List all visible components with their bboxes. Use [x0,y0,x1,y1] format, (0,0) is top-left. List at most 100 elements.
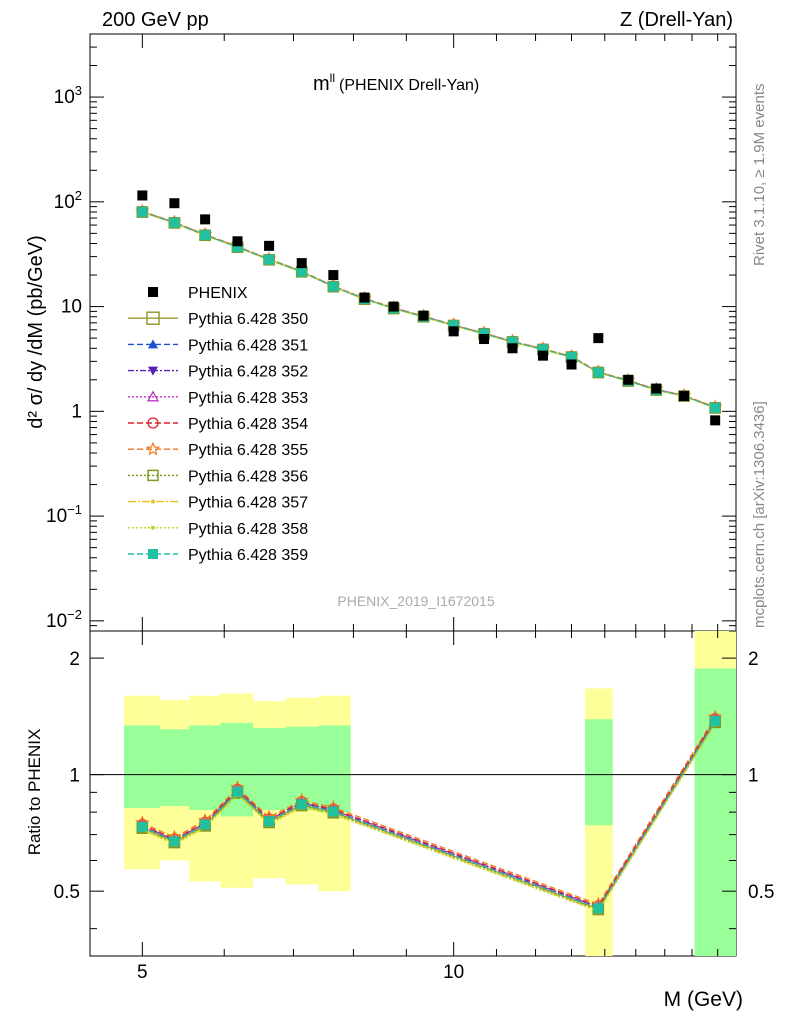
data-point [623,374,634,385]
phenix-data-points [137,190,721,426]
data-point [651,383,662,394]
data-point [388,301,399,312]
legend-marker [146,390,160,402]
x-axis-label: M (GeV) [664,988,743,1011]
ratio-point [264,816,275,827]
ratio-y-tick-label-right: 1 [748,766,759,787]
legend-marker [148,549,158,559]
ratio-y-tick-label: 0.5 [54,882,80,903]
legend-label: Pythia 6.428 352 [188,364,308,381]
axis-ticks [90,33,736,956]
mc-point [479,328,490,339]
data-point [448,326,459,337]
mcplots-note: mcplots.cern.ch [arXiv:1306.3436] [751,401,768,628]
y-tick-label: 1 [71,401,82,422]
data-point [200,214,211,225]
header-left: 200 GeV pp [102,9,209,31]
data-point [710,415,721,426]
plot-title: mll (PHENIX Drell-Yan) [313,71,479,95]
data-point [566,359,577,370]
data-point [264,240,275,251]
data-point [137,190,148,201]
y-tick-label: 102 [54,188,82,213]
ratio-point [232,786,243,797]
mc-point [448,320,459,331]
ratio-y-axis-label: Ratio to PHENIX [25,729,44,856]
ratio-point [200,819,211,830]
ratio-line [142,719,716,908]
mc-point [710,402,721,413]
mc-point [264,254,275,265]
ratio-point [137,821,148,832]
legend-label: Pythia 6.428 356 [188,468,308,485]
legend-marker [148,287,158,297]
ratio-line [142,716,716,905]
legend-label: Pythia 6.428 355 [188,442,308,459]
x-tick-label: 5 [137,962,148,983]
mc-point [328,281,339,292]
ratio-line [142,718,716,907]
mc-point [200,230,211,241]
legend-marker [147,469,159,482]
y-axis-label: d² σ/ dy /dM (pb/GeV) [25,235,47,429]
data-point [678,391,689,402]
header-right: Z (Drell-Yan) [620,9,733,31]
data-point [328,270,339,281]
data-point [593,333,604,344]
ratio-point [296,799,307,810]
rivet-note: Rivet 3.1.10, ≥ 1.9M events [751,84,768,267]
legend-label: Pythia 6.428 353 [188,390,308,407]
analysis-watermark: PHENIX_2019_I1672015 [337,593,494,609]
ratio-y-tick-label-right: 0.5 [748,882,774,903]
data-point [418,310,429,321]
legend-label: PHENIX [188,285,248,302]
mc-point [593,367,604,378]
green-band [318,725,351,813]
mc-point [232,241,243,252]
mc-point [507,336,518,347]
mc-point [137,206,148,217]
legend-marker [148,339,158,349]
green-band [124,725,160,809]
legend-marker [151,499,155,504]
legend-label: Pythia 6.428 359 [188,547,308,564]
ratio-point [593,903,604,914]
legend-label: Pythia 6.428 351 [188,337,308,354]
mc-line [142,210,716,408]
ratio-point [169,836,180,847]
green-band [253,727,286,811]
main-plot-frame [89,33,737,632]
y-tick-label: 10 [61,297,82,318]
legend-marker [146,311,160,325]
legend: PHENIX Pythia 6.428 350 Pythia 6.428 351 Py… [128,285,308,564]
legend-marker [151,525,155,530]
data-point [232,236,243,247]
ratio-line [142,722,716,911]
green-band [585,719,613,826]
y-tick-label: 10−1 [46,502,82,527]
mc-point [169,217,180,228]
y-tick-label: 103 [54,83,82,108]
ratio-point [328,806,339,817]
ratio-line [142,720,716,909]
data-point [169,198,180,209]
mc-point [296,266,307,277]
legend-label: Pythia 6.428 350 [188,311,308,328]
ratio-y-tick-label: 2 [69,649,80,670]
green-band [159,729,190,806]
mc-point [537,344,548,355]
legend-marker [148,366,158,376]
data-point [537,350,548,361]
ratio-y-tick-label-right: 2 [748,649,759,670]
legend-marker [145,441,161,456]
data-point [359,292,370,303]
ratio-line [142,723,716,912]
ratio-point [710,716,721,727]
mc-point [566,351,577,362]
legend-label: Pythia 6.428 354 [188,416,308,433]
mc-line [142,211,716,409]
data-point [479,334,490,345]
x-tick-label: 10 [443,962,464,983]
